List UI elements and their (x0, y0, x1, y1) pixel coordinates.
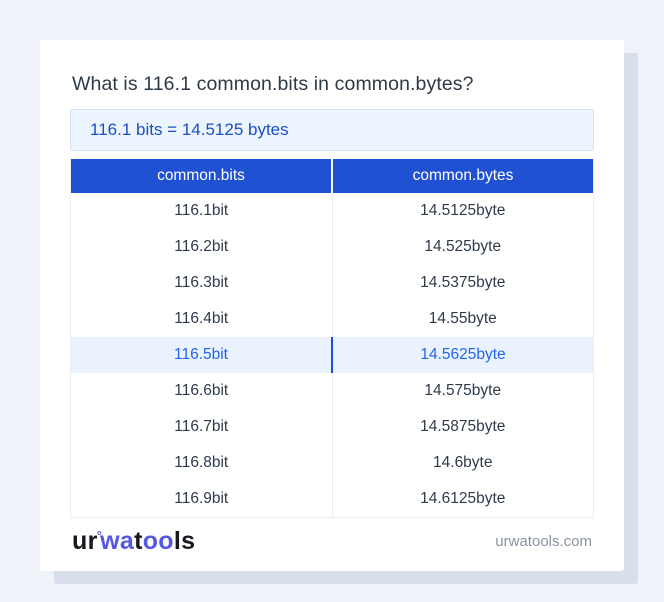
bits-cell: 116.4bit (70, 301, 333, 337)
bytes-cell: 14.575byte (424, 382, 502, 399)
table-row[interactable]: 116.2bit 14.525byte (70, 229, 594, 265)
header-common-bytes: common.bytes (332, 159, 594, 193)
logo-text-blue-1: wa (100, 527, 135, 555)
conversion-result-text: 116.1 bits = 14.5125 bytes (90, 120, 289, 139)
card-footer: ur°watools urwatools.com (70, 518, 594, 556)
logo-text-dark-2: t (134, 527, 143, 555)
bytes-cell: 14.525byte (424, 238, 502, 255)
urwatools-logo[interactable]: ur°watools (72, 527, 195, 556)
bits-cell: 116.2bit (70, 229, 333, 265)
bits-cell: 116.8bit (70, 445, 333, 481)
bytes-cell: 14.6125byte (420, 490, 506, 507)
converter-card: What is 116.1 common.bits in common.byte… (40, 40, 624, 571)
bits-cell: 116.9bit (70, 481, 333, 518)
bytes-cell: 14.5125byte (420, 202, 506, 219)
page-title: What is 116.1 common.bits in common.byte… (72, 73, 474, 95)
conversion-result-box: 116.1 bits = 14.5125 bytes (70, 109, 594, 151)
logo-text-dark-3: ls (173, 527, 196, 555)
table-body: 116.1bit 14.5125byte 116.2bit 14.525byte 116… (70, 193, 594, 518)
table-head: common.bits common.bytes (70, 159, 594, 193)
bits-cell: 116.1bit (70, 193, 333, 229)
logo-degree-mark: ° (96, 528, 103, 543)
bytes-cell: 14.5625byte (420, 346, 506, 363)
conversion-table: common.bits common.bytes 116.1bit 14.5125… (70, 159, 594, 518)
bytes-cell: 14.55byte (428, 310, 497, 327)
table-header-row: common.bits common.bytes (70, 159, 594, 193)
logo-text-blue-2: oo (142, 527, 174, 555)
bits-cell: 116.5bit (70, 337, 333, 373)
table-row[interactable]: 116.3bit 14.5375byte (70, 265, 594, 301)
logo-text-dark-1: ur (72, 527, 98, 555)
table-row[interactable]: 116.1bit 14.5125byte (70, 193, 594, 229)
table-row[interactable]: 116.8bit 14.6byte (70, 445, 594, 481)
table-row[interactable]: 116.7bit 14.5875byte (70, 409, 594, 445)
bytes-cell: 14.5375byte (420, 274, 506, 291)
bits-cell: 116.7bit (70, 409, 333, 445)
bytes-cell: 14.5875byte (420, 418, 506, 435)
bits-cell: 116.3bit (70, 265, 333, 301)
site-url: urwatools.com (495, 533, 592, 550)
table-row[interactable]: 116.4bit 14.55byte (70, 301, 594, 337)
table-row-highlighted[interactable]: 116.5bit 14.5625byte (70, 337, 594, 373)
table-row[interactable]: 116.6bit 14.575byte (70, 373, 594, 409)
bits-cell: 116.6bit (70, 373, 333, 409)
header-common-bits: common.bits (70, 159, 333, 193)
table-row[interactable]: 116.9bit 14.6125byte (70, 481, 594, 518)
bytes-cell: 14.6byte (433, 454, 493, 471)
